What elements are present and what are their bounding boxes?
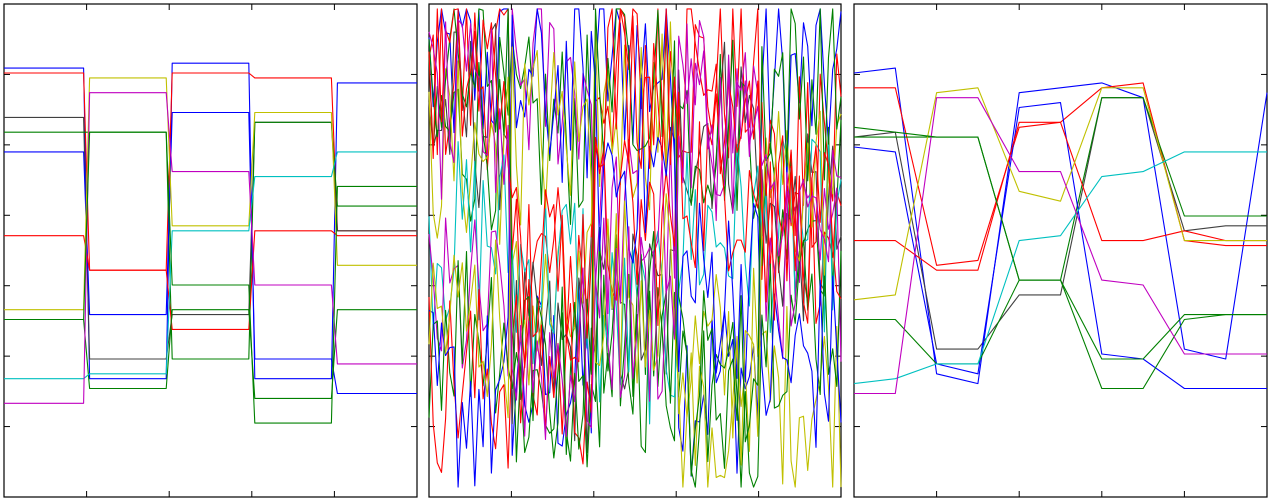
series-line-2 — [4, 116, 417, 360]
series-line-4 — [4, 111, 417, 395]
axes-frame — [853, 3, 1268, 498]
noisy-series-line-3 — [428, 34, 842, 454]
smoothed-series-line-5 — [854, 121, 1267, 271]
panel-left-step-lines — [3, 3, 418, 498]
smoothed-series-line-2 — [853, 97, 1267, 350]
smoothed-series-line-8 — [853, 151, 1267, 385]
noisy-series-line-4 — [428, 20, 842, 488]
panel-right-smoothed-lines — [853, 3, 1268, 498]
panel-middle-noisy-lines — [428, 3, 842, 498]
smoothed-series-line-4 — [853, 102, 1267, 390]
axes-frame — [428, 3, 842, 498]
smoothed-series-line-9 — [854, 97, 1267, 395]
noisy-series-line-1 — [428, 8, 842, 369]
noisy-series-line-10 — [428, 46, 842, 488]
noisy-series-line-9 — [428, 8, 842, 488]
smoothed-series-line-6 — [853, 87, 1267, 301]
smoothed-series-line-10 — [853, 126, 1267, 360]
smoothed-series-line-0 — [853, 67, 1268, 385]
series-line-10 — [4, 131, 417, 424]
noisy-series-line-5 — [428, 138, 842, 425]
series-line-7 — [4, 309, 417, 399]
series-line-9 — [4, 92, 417, 404]
smoothed-series-line-3 — [854, 97, 1267, 281]
axes-frame — [3, 3, 418, 498]
series-line-3 — [4, 121, 417, 360]
noisy-series-line-13 — [428, 19, 842, 441]
smoothed-series-line-7 — [854, 279, 1267, 390]
noisy-series-line-12 — [428, 8, 842, 363]
series-line-8 — [4, 151, 417, 380]
series-line-1 — [4, 72, 417, 271]
series-line-6 — [4, 77, 417, 311]
series-line-0 — [4, 62, 417, 380]
